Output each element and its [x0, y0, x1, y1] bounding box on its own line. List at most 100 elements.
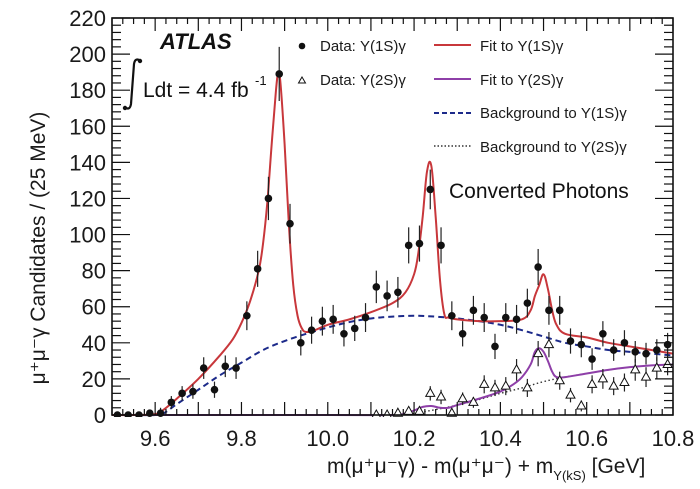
- luminosity-text: Ldt = 4.4 fb: [143, 79, 249, 102]
- circle-marker: [253, 265, 262, 273]
- circle-marker: [501, 313, 510, 322]
- circle-marker: [350, 324, 359, 333]
- data-1s-point: [480, 303, 489, 332]
- circle-marker: [383, 292, 391, 300]
- legend-label-fit-2s: Fit to Υ(2S)γ: [480, 72, 564, 89]
- circle-marker: [199, 364, 208, 372]
- circle-marker: [642, 349, 650, 358]
- circle-marker: [361, 313, 370, 322]
- circle-marker: [663, 340, 672, 349]
- data-2s-point: [424, 386, 436, 401]
- data-1s-point: [448, 301, 456, 331]
- triangle-marker: [489, 381, 501, 392]
- triangle-marker: [651, 362, 663, 372]
- legend-marker-data-2s: [297, 76, 307, 84]
- data-1s-point: [512, 304, 521, 334]
- legend-label-bkg-2s: Background to Υ(2S)γ: [480, 139, 627, 156]
- triangle-marker: [565, 389, 576, 399]
- data-1s-point: [189, 384, 197, 399]
- y-tick-label: 180: [69, 78, 106, 103]
- integral-sign-top: [137, 58, 143, 64]
- data-1s-point: [577, 331, 586, 358]
- data-1s-point: [491, 333, 499, 360]
- data-1s-point: [642, 342, 650, 365]
- triangle-marker: [640, 371, 652, 381]
- triangle-marker: [382, 408, 392, 417]
- data-1s-point: [264, 176, 273, 221]
- data-1s-point: [350, 315, 359, 342]
- circle-marker: [210, 385, 219, 394]
- circle-marker: [491, 342, 499, 351]
- data-2s-point: [489, 379, 501, 397]
- circle-marker: [275, 70, 284, 78]
- circle-marker: [404, 241, 413, 250]
- converted-photons-annotation: Converted Photons: [449, 180, 629, 203]
- data-1s-point: [296, 330, 305, 356]
- data-1s-point: [318, 306, 327, 336]
- data-1s-point: [501, 303, 510, 332]
- circle-marker: [609, 346, 618, 354]
- circle-marker: [588, 355, 596, 363]
- triangle-marker: [435, 390, 447, 401]
- circle-marker: [296, 339, 305, 347]
- data-2s-point: [608, 377, 620, 396]
- data-1s-point: [243, 301, 251, 331]
- circle-marker: [555, 306, 564, 315]
- data-2s-point: [468, 396, 479, 408]
- axes: 9.6 9.8 10.0 10.2 10.4 10.6 10.8 0 20 40 60 80 100 12…: [69, 6, 694, 451]
- circle-marker: [426, 185, 435, 194]
- x-tick-label: 10.6: [565, 426, 608, 451]
- circle-marker: [264, 194, 273, 203]
- legend: Data: Υ(1S)γ Data: Υ(2S)γ Fit to Υ(1S)γ …: [297, 38, 627, 156]
- circle-marker: [545, 306, 553, 315]
- x-tick-label: 10.0: [306, 426, 349, 451]
- plot-area: [112, 46, 673, 417]
- triangle-marker: [522, 381, 533, 392]
- y-axis-title: μ⁺μ⁻γ Candidates / (25 MeV): [27, 112, 50, 385]
- data-1s-point: [469, 295, 478, 325]
- y-tick-label: 200: [69, 42, 106, 67]
- y-tick-label: 80: [82, 259, 106, 284]
- integral-sign: [125, 58, 140, 110]
- data-2s-point: [651, 357, 663, 379]
- triangle-marker: [371, 408, 381, 417]
- data-1s-point: [307, 316, 316, 344]
- data-1s-point: [545, 295, 553, 325]
- circle-marker: [329, 315, 337, 324]
- triangle-marker: [597, 372, 609, 383]
- legend-label-bkg-1s: Background to Υ(1S)γ: [480, 105, 627, 122]
- data-1s-point: [340, 321, 348, 347]
- y-tick-label: 140: [69, 150, 106, 175]
- integral-sign-bottom: [122, 105, 128, 111]
- legend-label-fit-1s: Fit to Υ(1S)γ: [480, 38, 564, 55]
- x-tick-label: 9.8: [226, 426, 257, 451]
- data-1s-point: [253, 250, 262, 287]
- triangle-marker: [586, 378, 598, 388]
- luminosity-label: Ldt = 4.4 fb -1: [122, 58, 267, 111]
- triangle-marker: [468, 396, 479, 406]
- legend-marker-data-1s: [298, 42, 306, 50]
- data-1s-point: [534, 248, 542, 286]
- circle-marker: [372, 283, 381, 291]
- data-1s-point: [609, 339, 618, 361]
- data-2s-point: [629, 359, 641, 381]
- circle-marker: [577, 340, 586, 349]
- circle-marker: [167, 398, 176, 407]
- circle-marker: [534, 263, 542, 271]
- circle-marker: [599, 329, 607, 338]
- data-1s-point: [232, 357, 240, 379]
- data-1s-point: [286, 203, 294, 244]
- data-1s-point: [178, 386, 186, 401]
- triangle-marker: [554, 374, 566, 385]
- triangle-marker: [629, 363, 641, 374]
- data-1s-point: [555, 295, 564, 325]
- data-1s-point: [415, 225, 424, 262]
- circle-marker: [145, 409, 154, 417]
- y-tick-label: 160: [69, 114, 106, 139]
- triangle-marker: [662, 358, 673, 368]
- data-2s-point: [511, 359, 522, 381]
- data-2s-point: [457, 392, 468, 406]
- data-1s-point: [221, 355, 230, 378]
- data-1s-point: [329, 304, 337, 334]
- x-tick-label: 10.8: [652, 426, 695, 451]
